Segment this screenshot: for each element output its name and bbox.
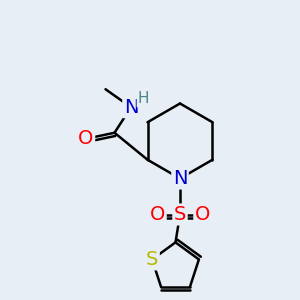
Text: H: H [138,91,149,106]
Text: S: S [174,205,186,224]
Text: O: O [195,205,210,224]
Text: S: S [146,250,158,269]
Text: N: N [173,169,187,188]
Text: N: N [124,98,138,117]
Text: O: O [150,205,165,224]
Text: O: O [78,129,94,148]
